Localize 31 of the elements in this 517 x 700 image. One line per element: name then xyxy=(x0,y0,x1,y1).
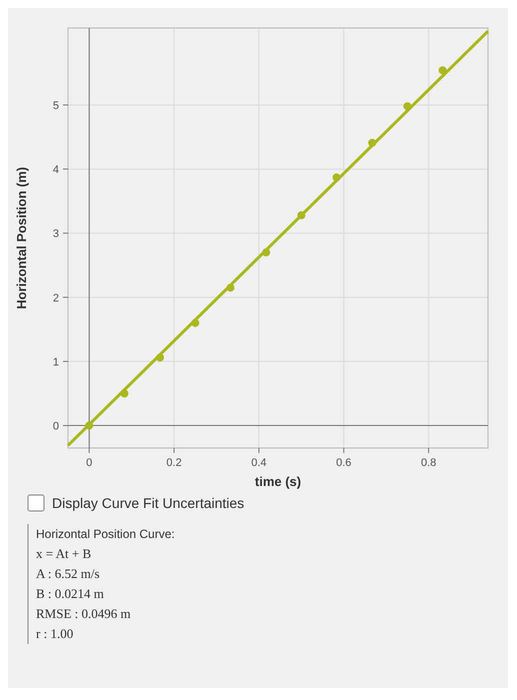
point xyxy=(156,354,164,362)
text: A : 6.52 m/s xyxy=(36,566,100,581)
x-tick-label: 0.2 xyxy=(166,457,182,469)
point xyxy=(332,173,341,182)
y-tick-label: 0 xyxy=(52,420,59,433)
x-tick-label: 0.4 xyxy=(251,457,267,469)
x-tick-label: 0 xyxy=(86,457,92,469)
point xyxy=(438,66,447,74)
point xyxy=(297,211,306,220)
x-axis-title: time (s) xyxy=(254,474,302,489)
point xyxy=(403,102,412,110)
text: x = At + B xyxy=(36,546,92,561)
y-axis-title: Horizontal Position (m) xyxy=(14,166,29,310)
text: RMSE : 0.0496 m xyxy=(36,606,131,621)
x-tick-label: 0.8 xyxy=(420,457,436,469)
point xyxy=(262,248,270,256)
point xyxy=(368,138,376,147)
y-tick-label: 4 xyxy=(52,164,59,176)
text: Display Curve Fit Uncertainties xyxy=(52,495,244,511)
text: Horizontal Position Curve: xyxy=(36,527,175,541)
text: B : 0.0214 m xyxy=(36,586,104,601)
y-tick-label: 2 xyxy=(52,292,59,304)
x-tick-label: 0.6 xyxy=(336,457,352,469)
point xyxy=(191,318,200,327)
y-tick-label: 5 xyxy=(52,100,59,112)
text: r : 1.00 xyxy=(36,626,74,641)
point xyxy=(120,389,128,398)
point xyxy=(226,284,234,292)
y-tick-label: 1 xyxy=(52,356,59,368)
y-tick-label: 3 xyxy=(52,228,59,240)
point xyxy=(85,422,94,430)
